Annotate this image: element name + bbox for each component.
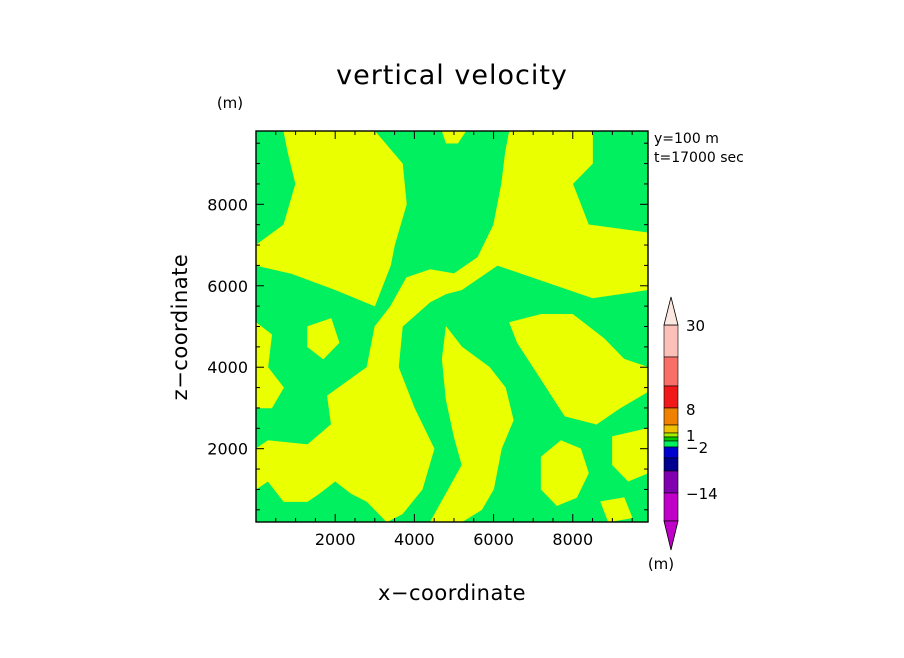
x-tick-label: 6000 <box>473 530 514 549</box>
y-tick-label: 8000 <box>207 195 248 214</box>
colorbar-segment <box>663 440 679 448</box>
colorbar-segment <box>663 492 679 522</box>
x-axis-label: x−coordinate <box>378 581 526 605</box>
colorbar-segment <box>663 446 679 459</box>
positive-region-7 <box>612 428 648 482</box>
plot-area <box>255 130 649 523</box>
chart-title: vertical velocity <box>336 60 568 91</box>
y-tick-label: 2000 <box>207 440 248 459</box>
positive-velocity-regions <box>256 131 648 522</box>
positive-region-8 <box>600 497 633 522</box>
colorbar-segment <box>663 436 679 442</box>
y-tick-label: 4000 <box>207 358 248 377</box>
colorbar: 30 8 1−2 −14 <box>663 296 718 551</box>
colorbar-segment <box>663 407 679 426</box>
colorbar-label: 1 <box>686 427 696 445</box>
x-tick-label: 2000 <box>315 530 356 549</box>
y-tick-label: 6000 <box>207 277 248 296</box>
x-tick-label: 4000 <box>394 530 435 549</box>
y-axis-label: z−coordinate <box>168 254 192 401</box>
positive-region-2 <box>441 131 467 144</box>
positive-region-3 <box>256 131 648 522</box>
colorbar-label: 30 <box>686 317 705 335</box>
positive-region-9 <box>256 322 284 409</box>
positive-region-11 <box>346 383 368 409</box>
colorbar-segment <box>663 385 679 409</box>
x-axis-ticks: 2000 4000 6000 8000 <box>275 131 633 549</box>
colorbar-label: −2 <box>686 439 708 457</box>
positive-region-12 <box>631 265 648 282</box>
colorbar-segment <box>663 457 679 472</box>
x-tick-label: 8000 <box>552 530 593 549</box>
annotation-position: y=100 m <box>654 131 719 147</box>
colorbar-top-arrow <box>663 296 679 326</box>
colorbar-unit: (m) <box>648 555 674 573</box>
annotation-time: t=17000 sec <box>654 150 744 166</box>
colorbar-segment <box>663 356 679 387</box>
positive-region-6 <box>540 440 589 506</box>
y-axis-unit: (m) <box>217 94 243 112</box>
colorbar-label: −14 <box>686 485 718 503</box>
y-axis-ticks: 2000 4000 6000 8000 <box>207 142 648 511</box>
colorbar-label: 8 <box>686 401 696 419</box>
positive-region-4 <box>429 326 514 522</box>
colorbar-segment <box>663 432 679 438</box>
colorbar-segment <box>663 470 679 494</box>
colorbar-segment <box>663 324 679 358</box>
positive-region-1 <box>256 131 407 307</box>
colorbar-segment <box>663 424 679 434</box>
colorbar-bottom-arrow <box>663 520 679 551</box>
positive-region-10 <box>307 318 340 360</box>
positive-region-5 <box>509 314 648 425</box>
